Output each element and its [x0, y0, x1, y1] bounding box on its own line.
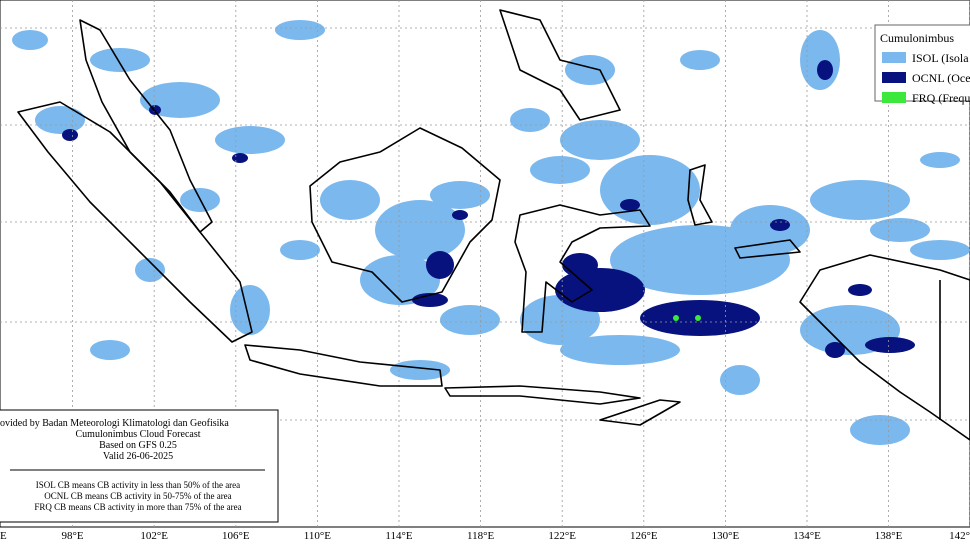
cloud-ocnl	[770, 219, 790, 231]
cloud-isol	[35, 106, 85, 134]
longitude-label: 106°E	[222, 530, 250, 542]
cloud-ocnl	[62, 129, 78, 141]
info-box: ovided by Badan Meteorologi Klimatologi …	[0, 409, 279, 523]
info-note: OCNL CB means CB activity in 50-75% of t…	[44, 491, 231, 501]
longitude-labels: E 98°E 102°E 106°E 110°E 114°E 118°E 122°E 126°E…	[0, 530, 970, 542]
halmahera	[687, 164, 713, 226]
longitude-label: 138°E	[875, 530, 903, 542]
cloud-ocnl	[825, 342, 845, 358]
cloud-isol	[320, 180, 380, 220]
cloud-isol	[600, 155, 700, 225]
cloud-isol	[560, 120, 640, 160]
cloud-isol	[12, 30, 48, 50]
longitude-label: 98°E	[62, 530, 84, 542]
philippines	[499, 9, 621, 121]
legend-title: Cumulonimbus	[880, 31, 954, 45]
cloud-isol	[560, 335, 680, 365]
cloud-isol	[440, 305, 500, 335]
longitude-label: 110°E	[304, 530, 331, 542]
cloud-ocnl	[426, 251, 454, 279]
cloud-isol	[920, 152, 960, 168]
cloud-isol	[810, 180, 910, 220]
malay-peninsula	[79, 19, 213, 233]
land-outlines	[17, 9, 970, 441]
cloud-isol	[135, 258, 165, 282]
longitude-label: 118°E	[467, 530, 494, 542]
cloud-isol	[375, 200, 465, 260]
cloud-isol	[430, 181, 490, 209]
info-line: ovided by Badan Meteorologi Klimatologi …	[0, 418, 229, 429]
longitude-label: 126°E	[630, 530, 658, 542]
info-box-frame	[0, 409, 279, 523]
legend-label: ISOL (Isola	[912, 51, 969, 65]
longitude-label: 142°	[949, 530, 970, 542]
longitude-label: 114°E	[385, 530, 412, 542]
info-line: Valid 26-06-2025	[103, 451, 173, 462]
longitude-label: 122°E	[548, 530, 576, 542]
legend-swatch	[882, 52, 906, 63]
cloud-isol	[510, 108, 550, 132]
cloud-isol	[800, 30, 840, 90]
cloud-ocnl	[452, 210, 468, 220]
cloud-ocnl	[817, 60, 833, 80]
cloud-ocnl	[848, 284, 872, 296]
borneo	[309, 127, 501, 303]
cloud-isol	[90, 340, 130, 360]
cloud-ocnl	[555, 268, 645, 312]
cloud-isol	[680, 50, 720, 70]
cloud-isol	[215, 126, 285, 154]
cloud-frq	[673, 315, 679, 321]
cloud-isol	[910, 240, 970, 260]
cloud-isol	[530, 156, 590, 184]
cloud-ocnl	[562, 253, 598, 277]
timor	[599, 399, 681, 426]
sulawesi	[514, 204, 651, 333]
legend: Cumulonimbus ISOL (Isola OCNL (Oce FRQ (Fr…	[874, 24, 970, 105]
nusa-tenggara	[444, 385, 641, 405]
info-note: FRQ CB means CB activity in more than 75…	[34, 502, 241, 512]
cloud-isol	[90, 48, 150, 72]
papua	[799, 254, 970, 441]
cloud-frq	[695, 315, 701, 321]
cloud-isol	[720, 365, 760, 395]
longitude-label: 102°E	[140, 530, 168, 542]
cloud-isol	[360, 255, 440, 305]
sumatra	[17, 101, 253, 343]
legend-label: OCNL (Oce	[912, 71, 970, 85]
cloud-isol	[870, 218, 930, 242]
cloud-isol	[275, 20, 325, 40]
info-line: Based on GFS 0.25	[99, 440, 177, 451]
java	[244, 344, 443, 387]
info-note: ISOL CB means CB activity in less than 5…	[36, 480, 240, 490]
longitude-label: 130°E	[712, 530, 740, 542]
legend-swatch	[882, 92, 906, 103]
cloud-ocnl	[620, 199, 640, 211]
cloud-ocnl	[232, 153, 248, 163]
cloud-isol	[730, 205, 810, 255]
legend-label: FRQ (Freque	[912, 91, 970, 105]
legend-swatch	[882, 72, 906, 83]
seram	[734, 239, 801, 259]
cloud-ocnl	[865, 337, 915, 353]
longitude-label: E	[0, 530, 7, 542]
info-text: ovided by Badan Meteorologi Klimatologi …	[0, 418, 242, 512]
cloud-isol	[565, 55, 615, 85]
cloud-isol	[390, 360, 450, 380]
cloud-isol	[230, 285, 270, 335]
longitude-label: 134°E	[793, 530, 821, 542]
cloud-isol	[850, 415, 910, 445]
info-line: Cumulonimbus Cloud Forecast	[76, 429, 201, 440]
cloud-isol	[280, 240, 320, 260]
cloud-areas	[12, 20, 970, 445]
